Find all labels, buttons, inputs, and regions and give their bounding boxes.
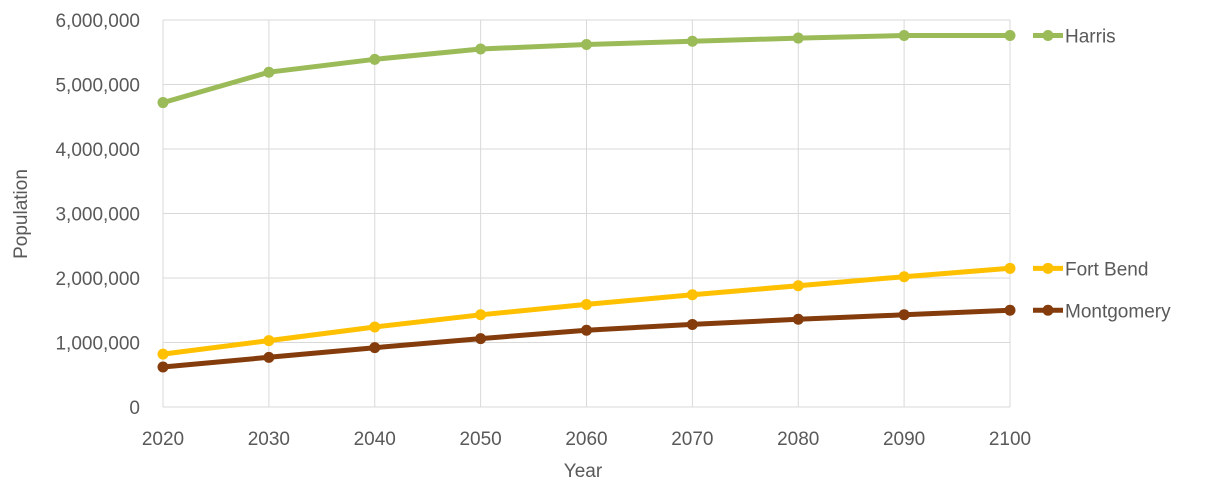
legend: Harris Fort Bend Montgomery: [1033, 26, 1171, 322]
y-tick-label: 5,000,000: [55, 76, 140, 97]
data-point: [369, 321, 381, 333]
y-tick-label: 0: [129, 398, 140, 419]
data-point: [263, 351, 275, 363]
data-point: [792, 313, 804, 325]
legend-swatch-marker: [1042, 29, 1054, 41]
data-point: [898, 309, 910, 321]
legend-label: Montgomery: [1065, 301, 1171, 322]
data-point: [369, 342, 381, 354]
series-lines: [157, 29, 1016, 373]
data-point: [686, 318, 698, 330]
x-tick-label: 2040: [354, 429, 396, 450]
data-point: [157, 361, 169, 373]
y-axis-tick-labels: 0 1,000,000 2,000,000 3,000,000 4,000,000 5,0…: [55, 11, 140, 419]
data-point: [581, 39, 592, 51]
x-tick-label: 2030: [248, 429, 290, 450]
data-point: [157, 348, 169, 360]
data-point: [792, 280, 804, 292]
x-tick-label: 2090: [883, 429, 925, 450]
data-point: [1004, 29, 1016, 41]
data-point: [1004, 262, 1016, 274]
y-tick-label: 2,000,000: [55, 269, 140, 290]
y-tick-label: 4,000,000: [55, 140, 140, 161]
legend-label: Fort Bend: [1065, 259, 1148, 280]
y-tick-label: 1,000,000: [55, 334, 140, 355]
data-point: [263, 335, 275, 347]
x-tick-label: 2060: [565, 429, 607, 450]
x-tick-label: 2100: [989, 429, 1031, 450]
data-point: [581, 324, 592, 336]
x-axis-title: Year: [564, 461, 603, 482]
y-tick-label: 6,000,000: [55, 11, 140, 32]
x-axis-tick-labels: 2020 2030 2040 2050 2060 2070 2080 2090 2100: [142, 429, 1031, 450]
data-point: [475, 333, 487, 345]
legend-swatch-marker: [1042, 304, 1054, 316]
data-point: [263, 66, 275, 78]
data-point: [686, 289, 698, 301]
data-point: [686, 35, 698, 47]
x-tick-label: 2020: [142, 429, 184, 450]
data-point: [1004, 304, 1016, 316]
legend-label: Harris: [1065, 26, 1116, 47]
data-point: [898, 271, 910, 283]
x-tick-label: 2050: [459, 429, 501, 450]
data-point: [792, 32, 804, 44]
y-axis-title: Population: [11, 169, 32, 259]
x-tick-label: 2080: [777, 429, 819, 450]
data-point: [475, 43, 487, 55]
legend-swatch-marker: [1042, 262, 1054, 274]
data-point: [581, 298, 592, 310]
data-point: [369, 53, 381, 65]
data-point: [898, 29, 910, 41]
data-point: [475, 309, 487, 321]
y-tick-label: 3,000,000: [55, 205, 140, 226]
gridlines: [162, 19, 1011, 408]
data-point: [157, 97, 169, 109]
x-tick-label: 2070: [671, 429, 713, 450]
